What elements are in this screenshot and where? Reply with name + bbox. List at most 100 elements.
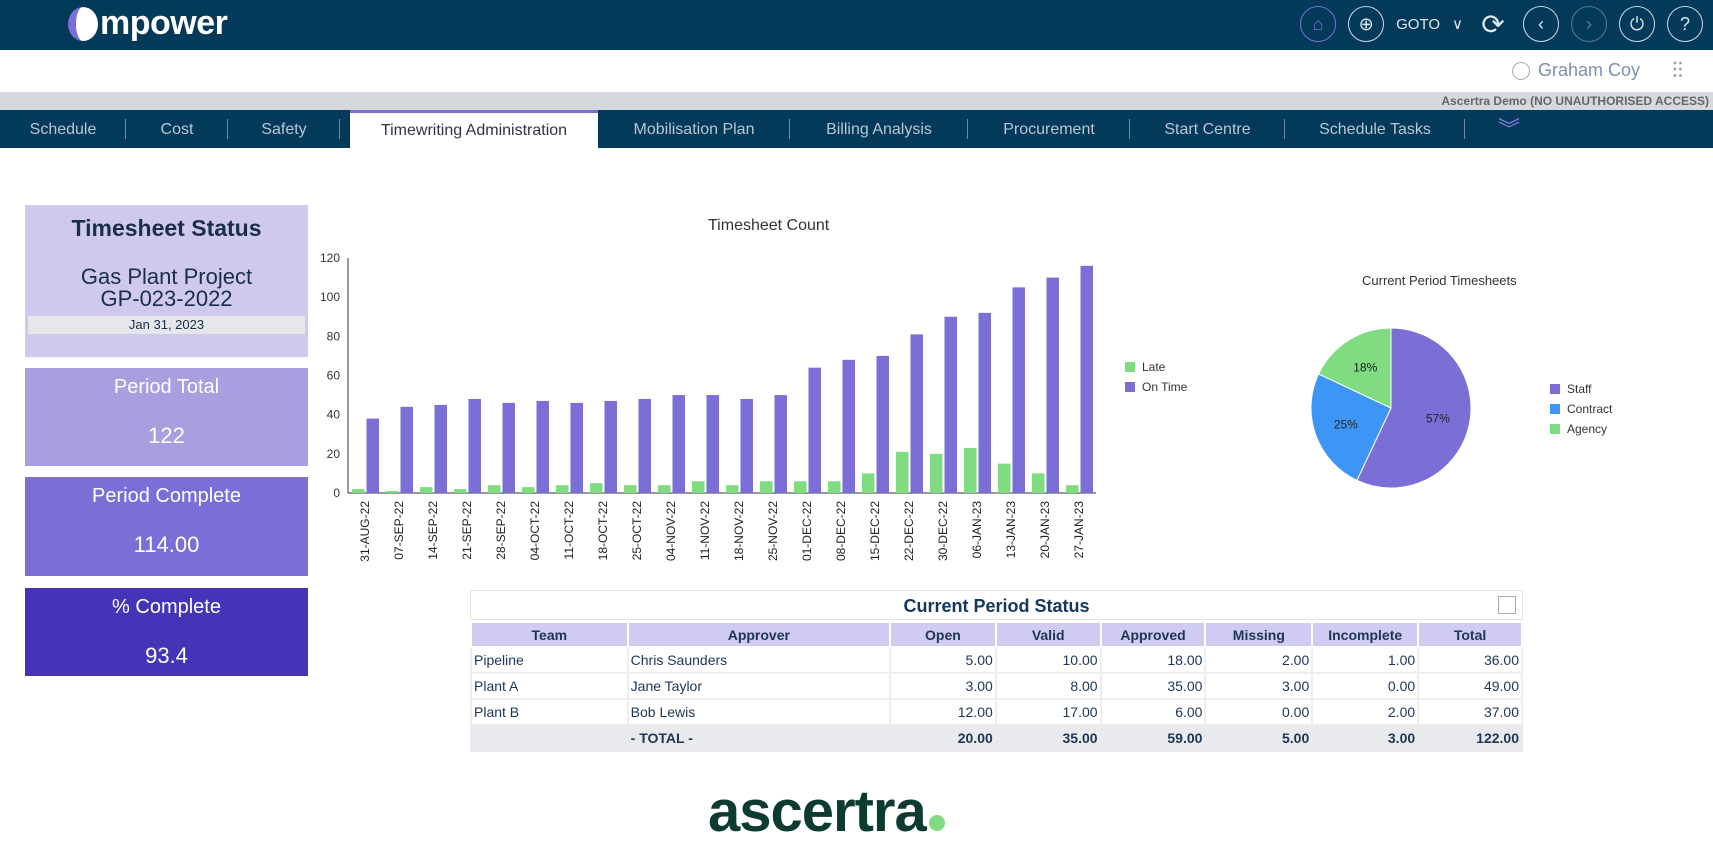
ascertra-logo: ascertra xyxy=(708,778,945,845)
bar-late xyxy=(522,487,535,493)
tab-mobilisation-plan[interactable]: Mobilisation Plan xyxy=(598,110,790,148)
bar-on-time xyxy=(536,400,549,493)
bar-on-time xyxy=(672,395,685,493)
x-tick-label: 06-JAN-23 xyxy=(970,501,984,559)
column-header[interactable]: Valid xyxy=(994,621,1102,648)
table-cell: 17.00 xyxy=(994,698,1102,726)
column-header[interactable]: Approver xyxy=(626,621,892,648)
project-code: GP-023-2022 xyxy=(100,286,233,311)
current-period-status-title: Current Period Status xyxy=(470,590,1523,620)
legend-label: On Time xyxy=(1142,380,1188,394)
table-cell: 0.00 xyxy=(1204,698,1314,726)
total-cell: 59.00 xyxy=(1099,724,1207,752)
table-cell: 2.00 xyxy=(1204,646,1314,674)
tab-billing-analysis[interactable]: Billing Analysis xyxy=(790,110,968,148)
bar-on-time xyxy=(842,359,855,493)
top-bar: mpower ⌂ ⊕ GOTO ∨ ⟳ ‹ › ⏻ ? xyxy=(0,0,1713,50)
total-cell: 35.00 xyxy=(994,724,1102,752)
help-icon[interactable]: ? xyxy=(1667,6,1703,42)
column-header[interactable]: Open xyxy=(889,621,997,648)
table-row[interactable]: Plant B Bob Lewis 12.00 17.00 6.00 0.00 2.00 37… xyxy=(470,698,1523,726)
back-icon[interactable]: ‹ xyxy=(1523,6,1559,42)
period-complete-label: Period Complete xyxy=(92,485,241,507)
power-icon[interactable]: ⏻ xyxy=(1619,6,1655,42)
bar-late xyxy=(930,453,943,493)
logo-text: mpower xyxy=(100,4,228,42)
table-row[interactable]: Plant A Jane Taylor 3.00 8.00 35.00 3.00 0.00 4… xyxy=(470,672,1523,700)
table-cell: Chris Saunders xyxy=(626,646,892,674)
user-menu[interactable]: Graham Coy xyxy=(1512,60,1640,81)
home-icon[interactable]: ⌂ xyxy=(1300,6,1337,42)
bar-late xyxy=(692,481,705,493)
percent-complete-label: % Complete xyxy=(112,596,221,618)
column-header[interactable]: Team xyxy=(470,621,629,648)
tab-schedule[interactable]: Schedule xyxy=(0,110,126,148)
table-row[interactable]: Pipeline Chris Saunders 5.00 10.00 18.00 2.00… xyxy=(470,646,1523,674)
table-cell: 3.00 xyxy=(889,672,997,700)
bar-on-time xyxy=(774,395,787,493)
user-bar xyxy=(0,50,1713,92)
settings-sliders-icon[interactable]: ⫶⫶ xyxy=(1672,58,1684,83)
bar-on-time xyxy=(706,395,719,493)
more-tabs-chevron-icon[interactable]: ︾ xyxy=(1498,117,1521,142)
bar-on-time xyxy=(1080,265,1093,493)
goto-target-icon[interactable]: ⊕ xyxy=(1348,6,1385,42)
bar-late xyxy=(726,485,739,493)
table-cell: 8.00 xyxy=(994,672,1102,700)
x-tick-label: 08-DEC-22 xyxy=(834,501,848,561)
y-tick-label: 120 xyxy=(320,251,340,265)
bar-on-time xyxy=(468,399,481,493)
table-cell: 12.00 xyxy=(889,698,997,726)
mpower-logo: mpower xyxy=(68,4,228,43)
current-period-pie-chart: 57% 25% 18% Staff Contract Agency xyxy=(1310,327,1613,489)
column-header[interactable]: Total xyxy=(1417,621,1523,648)
goto-button[interactable]: GOTO xyxy=(1396,15,1441,33)
bar-on-time xyxy=(1046,277,1059,493)
x-tick-label: 20-JAN-23 xyxy=(1038,501,1052,559)
ascertra-logo-text: ascertra xyxy=(708,779,927,844)
tab-timewriting-administration[interactable]: Timewriting Administration xyxy=(350,110,598,148)
tab-procurement[interactable]: Procurement xyxy=(968,110,1130,148)
column-header[interactable]: Missing xyxy=(1204,621,1314,648)
column-header[interactable]: Incomplete xyxy=(1311,621,1420,648)
y-tick-label: 60 xyxy=(327,369,341,383)
legend-swatch xyxy=(1550,384,1560,394)
refresh-icon[interactable]: ⟳ xyxy=(1481,8,1505,40)
table-cell: 37.00 xyxy=(1417,698,1523,726)
tab-cost[interactable]: Cost xyxy=(126,110,228,148)
tab-safety[interactable]: Safety xyxy=(228,110,340,148)
tab-schedule-tasks[interactable]: Schedule Tasks xyxy=(1285,110,1465,148)
table-cell: 5.00 xyxy=(889,646,997,674)
x-tick-label: 07-SEP-22 xyxy=(392,501,406,560)
status-title: Timesheet Status xyxy=(71,215,262,241)
forward-icon[interactable]: › xyxy=(1571,6,1607,42)
x-tick-label: 18-OCT-22 xyxy=(596,501,610,561)
total-row: - TOTAL -20.00 35.00 59.00 5.00 3.00 122.00 xyxy=(470,724,1523,752)
bar-late xyxy=(828,481,841,493)
table-cell: 18.00 xyxy=(1099,646,1207,674)
bar-late xyxy=(760,481,773,493)
x-tick-label: 25-OCT-22 xyxy=(630,501,644,561)
period-complete-value: 114.00 xyxy=(133,532,200,557)
x-tick-label: 25-NOV-22 xyxy=(766,501,780,561)
x-tick-label: 28-SEP-22 xyxy=(494,501,508,560)
module-tabs: Schedule Cost Safety Timewriting Adminis… xyxy=(0,110,1713,148)
table-cell: 6.00 xyxy=(1099,698,1207,726)
bar-on-time xyxy=(366,418,379,493)
tab-start-centre[interactable]: Start Centre xyxy=(1130,110,1285,148)
bar-late xyxy=(488,485,501,493)
external-link-icon[interactable] xyxy=(1498,596,1516,614)
x-tick-label: 14-SEP-22 xyxy=(426,501,440,560)
status-date: Jan 31, 2023 xyxy=(28,316,305,334)
bar-on-time xyxy=(400,406,413,493)
pie-slice-staff xyxy=(1356,327,1472,489)
chevron-down-icon[interactable]: ∨ xyxy=(1452,16,1463,33)
total-cell: 3.00 xyxy=(1311,724,1420,752)
table-cell: Jane Taylor xyxy=(626,672,892,700)
column-header[interactable]: Approved xyxy=(1099,621,1207,648)
environment-banner: Ascertra Demo (NO UNAUTHORISED ACCESS) xyxy=(0,92,1713,110)
x-tick-label: 01-DEC-22 xyxy=(800,501,814,561)
pie-slice-contract xyxy=(1310,373,1392,482)
total-cell: 20.00 xyxy=(889,724,997,752)
legend-label: Staff xyxy=(1567,382,1592,396)
